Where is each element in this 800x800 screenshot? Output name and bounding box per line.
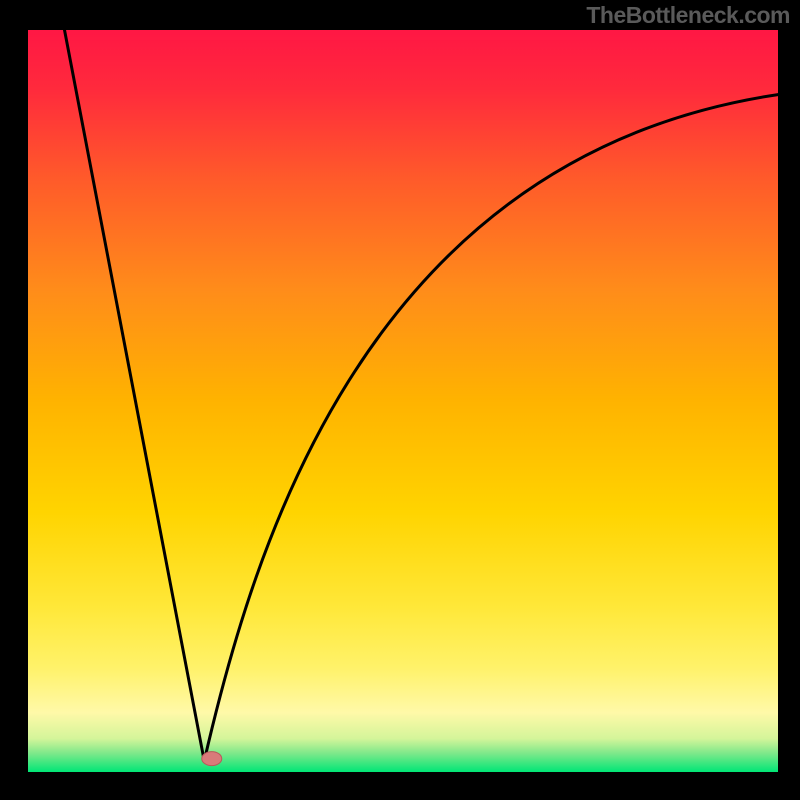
optimal-marker: [202, 752, 222, 766]
watermark-text: TheBottleneck.com: [586, 2, 790, 29]
gradient-background: [28, 30, 778, 772]
bottleneck-chart: [0, 0, 800, 800]
chart-container: TheBottleneck.com: [0, 0, 800, 800]
